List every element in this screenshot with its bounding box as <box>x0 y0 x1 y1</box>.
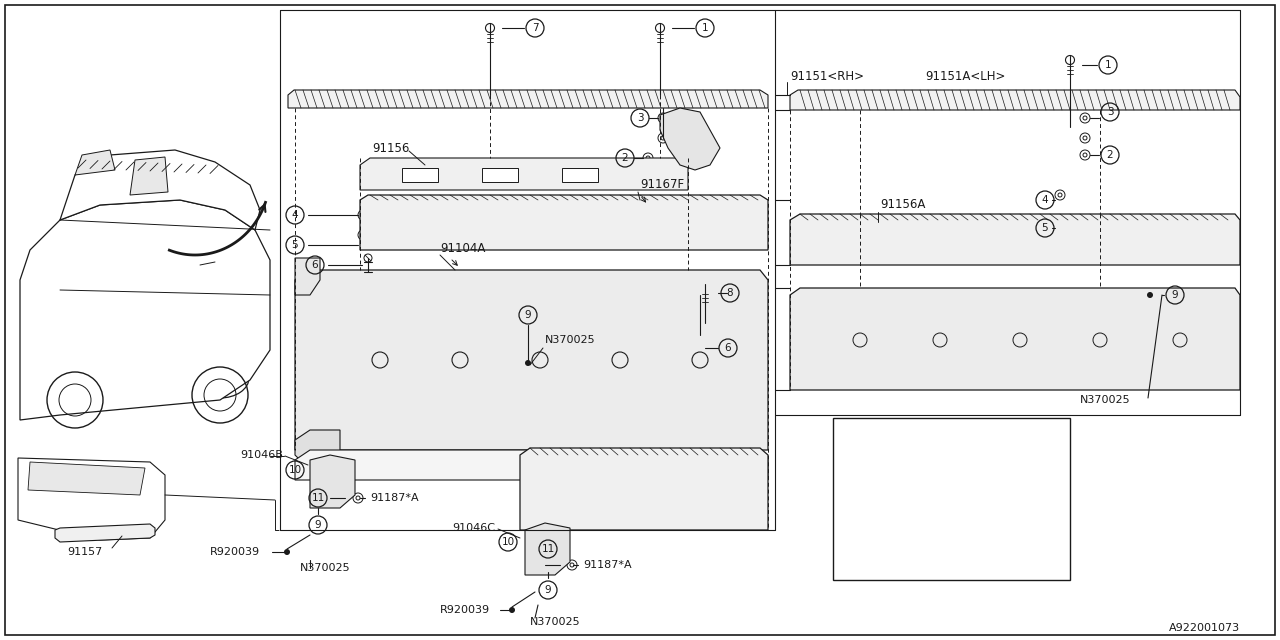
Text: 91164D: 91164D <box>858 481 899 490</box>
Polygon shape <box>28 462 145 495</box>
Text: 91156A: 91156A <box>881 198 925 211</box>
Text: 91046C: 91046C <box>452 523 495 533</box>
Text: 8: 8 <box>951 454 957 463</box>
Polygon shape <box>310 455 355 508</box>
Text: 5: 5 <box>292 240 298 250</box>
Text: 11: 11 <box>311 493 325 503</box>
Text: 91156: 91156 <box>372 141 410 154</box>
Polygon shape <box>660 108 719 170</box>
Text: 91167F: 91167F <box>640 179 684 191</box>
Circle shape <box>1147 292 1153 298</box>
Polygon shape <box>294 450 768 480</box>
Text: 91151A<LH>: 91151A<LH> <box>925 70 1005 83</box>
Text: 7: 7 <box>951 426 957 436</box>
Polygon shape <box>360 195 768 250</box>
Polygon shape <box>790 90 1240 110</box>
Text: 1: 1 <box>701 23 708 33</box>
Text: 94068A: 94068A <box>968 534 1009 545</box>
Polygon shape <box>790 288 1240 390</box>
Text: 10: 10 <box>948 508 960 518</box>
Circle shape <box>284 549 291 555</box>
Text: 9: 9 <box>315 520 321 530</box>
Polygon shape <box>360 158 689 190</box>
Text: 91182A: 91182A <box>968 508 1009 518</box>
Text: 11: 11 <box>541 544 554 554</box>
Text: 4: 4 <box>1042 195 1048 205</box>
Polygon shape <box>18 458 165 540</box>
Text: 10: 10 <box>502 537 515 547</box>
Circle shape <box>525 360 531 366</box>
Polygon shape <box>520 448 768 530</box>
Text: 9: 9 <box>1171 290 1179 300</box>
Text: 8: 8 <box>727 288 733 298</box>
Text: R920039: R920039 <box>210 547 260 557</box>
Polygon shape <box>525 523 570 575</box>
Bar <box>833 418 1070 580</box>
Text: N370025: N370025 <box>530 617 581 627</box>
Polygon shape <box>131 157 168 195</box>
Text: 4: 4 <box>292 210 298 220</box>
Text: 91187*B: 91187*B <box>858 561 904 572</box>
Text: 91046B: 91046B <box>241 450 283 460</box>
Text: 91175A: 91175A <box>858 534 899 545</box>
Text: R920039: R920039 <box>440 605 490 615</box>
Text: 3: 3 <box>1107 107 1114 117</box>
Polygon shape <box>790 214 1240 265</box>
Text: 11: 11 <box>948 534 960 545</box>
Text: 2: 2 <box>1107 150 1114 160</box>
Text: 6: 6 <box>312 260 319 270</box>
Polygon shape <box>55 524 155 542</box>
Polygon shape <box>20 200 270 420</box>
Text: 1: 1 <box>1105 60 1111 70</box>
Text: 91176H: 91176H <box>858 454 899 463</box>
Text: 6: 6 <box>841 561 847 572</box>
Bar <box>402 168 438 182</box>
Text: 91104A: 91104A <box>440 241 485 255</box>
Text: 91187*A: 91187*A <box>370 493 419 503</box>
Polygon shape <box>294 430 340 470</box>
Circle shape <box>509 607 515 613</box>
Text: 9: 9 <box>545 585 552 595</box>
Polygon shape <box>294 258 320 295</box>
Text: N370025: N370025 <box>1080 395 1130 405</box>
Text: 91187*A: 91187*A <box>582 560 631 570</box>
Text: 91187A: 91187A <box>858 426 899 436</box>
Polygon shape <box>288 90 768 108</box>
Bar <box>562 168 598 182</box>
Text: 91151<RH>: 91151<RH> <box>790 70 864 83</box>
Text: 9: 9 <box>525 310 531 320</box>
Text: 4: 4 <box>841 508 847 518</box>
Text: 10: 10 <box>288 465 302 475</box>
Text: 9: 9 <box>951 481 957 490</box>
Text: 2: 2 <box>622 153 628 163</box>
Polygon shape <box>60 150 260 230</box>
Text: N370025: N370025 <box>545 335 595 345</box>
Text: 91172D: 91172D <box>968 426 1009 436</box>
Text: A922001073: A922001073 <box>1169 623 1240 633</box>
Text: N370025: N370025 <box>300 563 351 573</box>
Text: 91186: 91186 <box>968 481 1001 490</box>
Text: 3: 3 <box>636 113 644 123</box>
Text: 6: 6 <box>724 343 731 353</box>
Text: 2: 2 <box>841 454 847 463</box>
Text: 91172D*A: 91172D*A <box>968 454 1021 463</box>
Polygon shape <box>76 150 115 175</box>
Text: 5: 5 <box>1042 223 1048 233</box>
Text: 5: 5 <box>841 534 847 545</box>
Polygon shape <box>294 270 768 450</box>
Text: 7: 7 <box>531 23 539 33</box>
Text: 91176F: 91176F <box>858 508 897 518</box>
Bar <box>483 168 518 182</box>
Text: 3: 3 <box>841 481 847 490</box>
Text: 1: 1 <box>841 426 847 436</box>
Text: 91157: 91157 <box>67 547 102 557</box>
